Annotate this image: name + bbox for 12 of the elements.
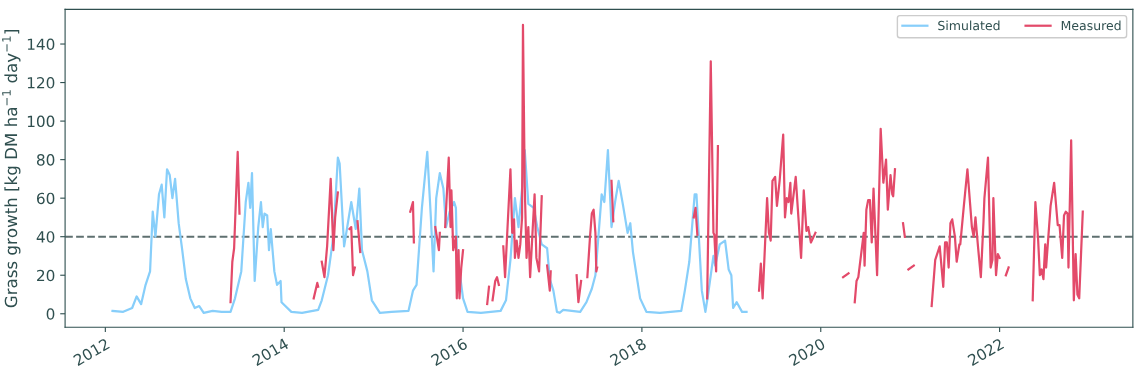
- y-tick-label: 60: [37, 192, 55, 205]
- y-tick-label: 120: [27, 77, 55, 89]
- y-tick-label: 20: [37, 269, 55, 282]
- line-series: [111, 148, 748, 314]
- y-axis-title: Grass growth [kg DM ha$^{−1}$ day$^{−1}$]: [2, 29, 21, 308]
- y-tick-label: 80: [36, 154, 55, 166]
- legend-label: Simulated: [938, 20, 1000, 31]
- y-tick-label: 140: [27, 38, 55, 51]
- y-tick-label: 0: [46, 308, 55, 320]
- legend-label: Measured: [1061, 20, 1121, 31]
- y-tick-label: 40: [36, 231, 55, 243]
- y-tick-label: 100: [27, 115, 55, 128]
